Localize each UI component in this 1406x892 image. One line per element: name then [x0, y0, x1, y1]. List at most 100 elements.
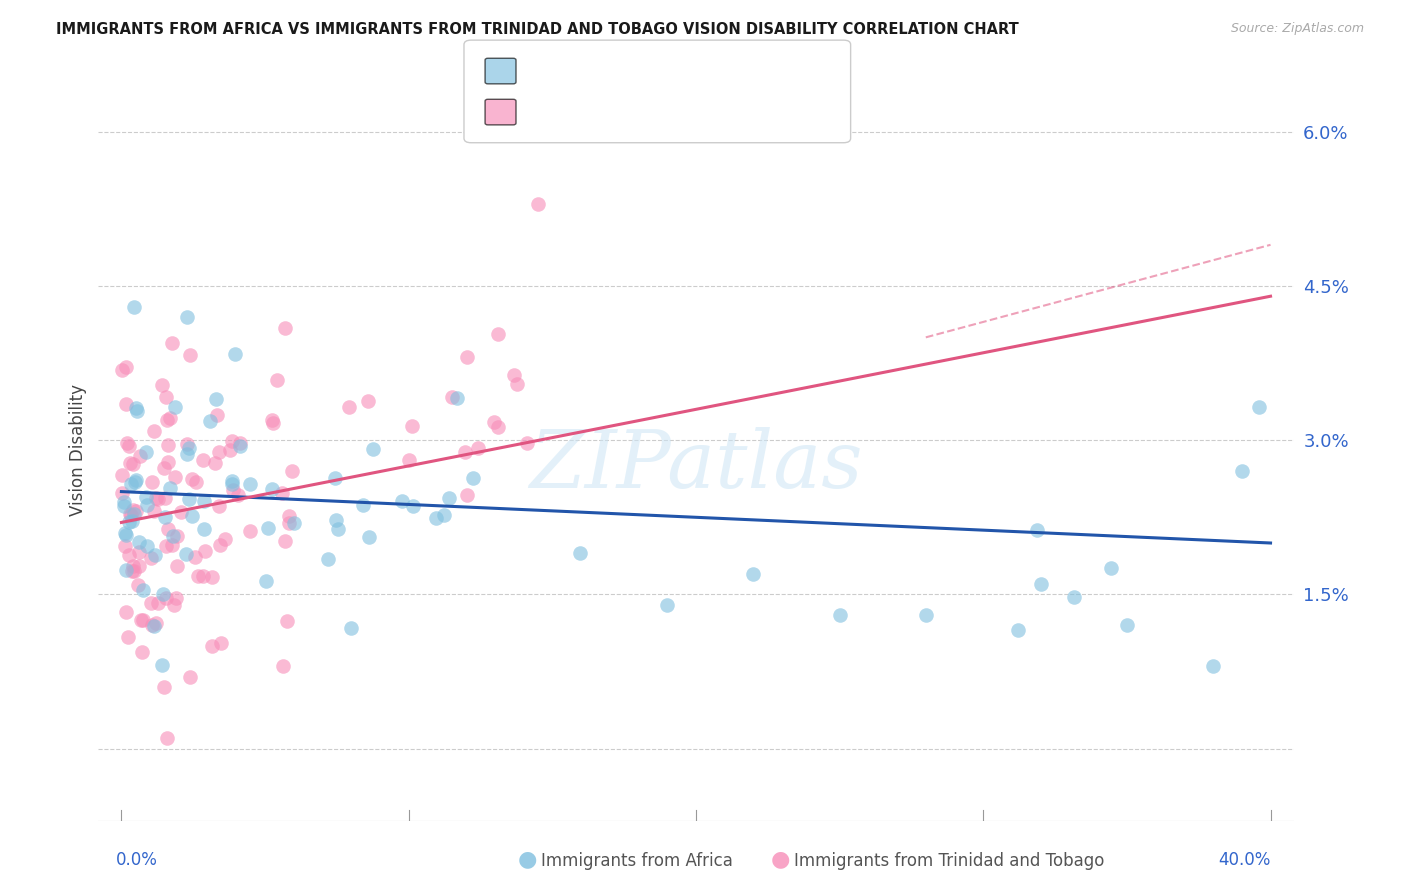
Point: [122, 457, 145, 471]
Point: [239, 477, 262, 491]
Text: ●: ●: [770, 850, 790, 870]
Point: [193, 494, 215, 508]
Text: -0.127: -0.127: [567, 62, 631, 79]
Point: [222, 483, 245, 497]
Point: [208, 499, 231, 513]
Point: [187, 568, 209, 582]
Point: [135, 445, 157, 459]
Point: [180, 509, 202, 524]
Point: [1202, 659, 1225, 673]
Point: [262, 417, 284, 431]
Point: [148, 491, 170, 506]
Point: [184, 475, 207, 489]
Point: [273, 659, 295, 673]
Point: [281, 464, 304, 478]
Point: [118, 439, 141, 453]
Point: [176, 437, 198, 451]
Text: 0.268: 0.268: [569, 103, 627, 120]
Point: [484, 415, 506, 429]
Point: [467, 441, 489, 455]
Point: [224, 347, 246, 361]
Point: [325, 512, 347, 526]
Point: [219, 442, 242, 457]
Point: [221, 476, 243, 491]
Point: [1115, 618, 1137, 632]
Text: Immigrants from Africa: Immigrants from Africa: [541, 852, 733, 870]
Point: [114, 360, 136, 375]
Point: [122, 559, 145, 574]
Point: [179, 670, 201, 684]
Point: [262, 413, 284, 427]
Point: [142, 424, 165, 438]
Point: [120, 508, 142, 522]
Point: [174, 547, 197, 561]
Point: [461, 471, 484, 485]
Point: [337, 400, 360, 414]
Point: [118, 457, 141, 471]
Point: [152, 587, 174, 601]
Point: [742, 566, 765, 581]
Point: [128, 545, 150, 559]
Point: [657, 598, 679, 612]
Point: [166, 529, 188, 543]
Point: [166, 558, 188, 573]
Point: [163, 401, 186, 415]
Point: [353, 498, 375, 512]
Text: Source: ZipAtlas.com: Source: ZipAtlas.com: [1230, 22, 1364, 36]
Point: [527, 196, 550, 211]
Point: [446, 391, 468, 405]
Point: [153, 460, 176, 475]
Point: [270, 486, 292, 500]
Point: [128, 558, 150, 573]
Point: [128, 535, 150, 549]
Point: [516, 436, 538, 450]
Text: ●: ●: [517, 850, 537, 870]
Point: [122, 503, 145, 517]
Point: [112, 500, 135, 514]
Point: [425, 510, 447, 524]
Point: [124, 504, 146, 518]
Point: [201, 639, 224, 653]
Point: [183, 549, 205, 564]
Point: [568, 546, 591, 560]
Point: [118, 516, 141, 530]
Point: [402, 499, 425, 513]
Point: [121, 564, 143, 578]
Text: R =: R =: [524, 103, 569, 120]
Text: R =: R =: [524, 62, 564, 79]
Point: [153, 680, 176, 694]
Point: [132, 582, 155, 597]
Point: [326, 522, 349, 536]
Point: [273, 534, 295, 549]
Point: [278, 508, 301, 523]
Point: [129, 614, 152, 628]
Point: [145, 616, 167, 631]
Point: [163, 598, 186, 612]
Point: [323, 471, 346, 485]
Point: [228, 487, 250, 501]
Point: [141, 618, 163, 632]
Point: [214, 532, 236, 546]
Point: [456, 350, 478, 364]
Point: [503, 368, 526, 382]
Point: [117, 630, 139, 644]
Point: [121, 514, 143, 528]
Point: [155, 731, 177, 746]
Point: [159, 411, 181, 425]
Text: 110: 110: [721, 103, 759, 120]
Point: [111, 486, 134, 500]
Text: N =: N =: [640, 62, 692, 79]
Point: [115, 435, 138, 450]
Point: [198, 414, 221, 428]
Point: [139, 551, 162, 566]
Point: [221, 474, 243, 488]
Point: [146, 596, 169, 610]
Point: [135, 490, 157, 504]
Point: [122, 564, 145, 578]
Point: [115, 605, 138, 619]
Point: [124, 475, 146, 489]
Point: [176, 447, 198, 461]
Point: [221, 434, 243, 448]
Point: [139, 595, 162, 609]
Point: [125, 473, 148, 487]
